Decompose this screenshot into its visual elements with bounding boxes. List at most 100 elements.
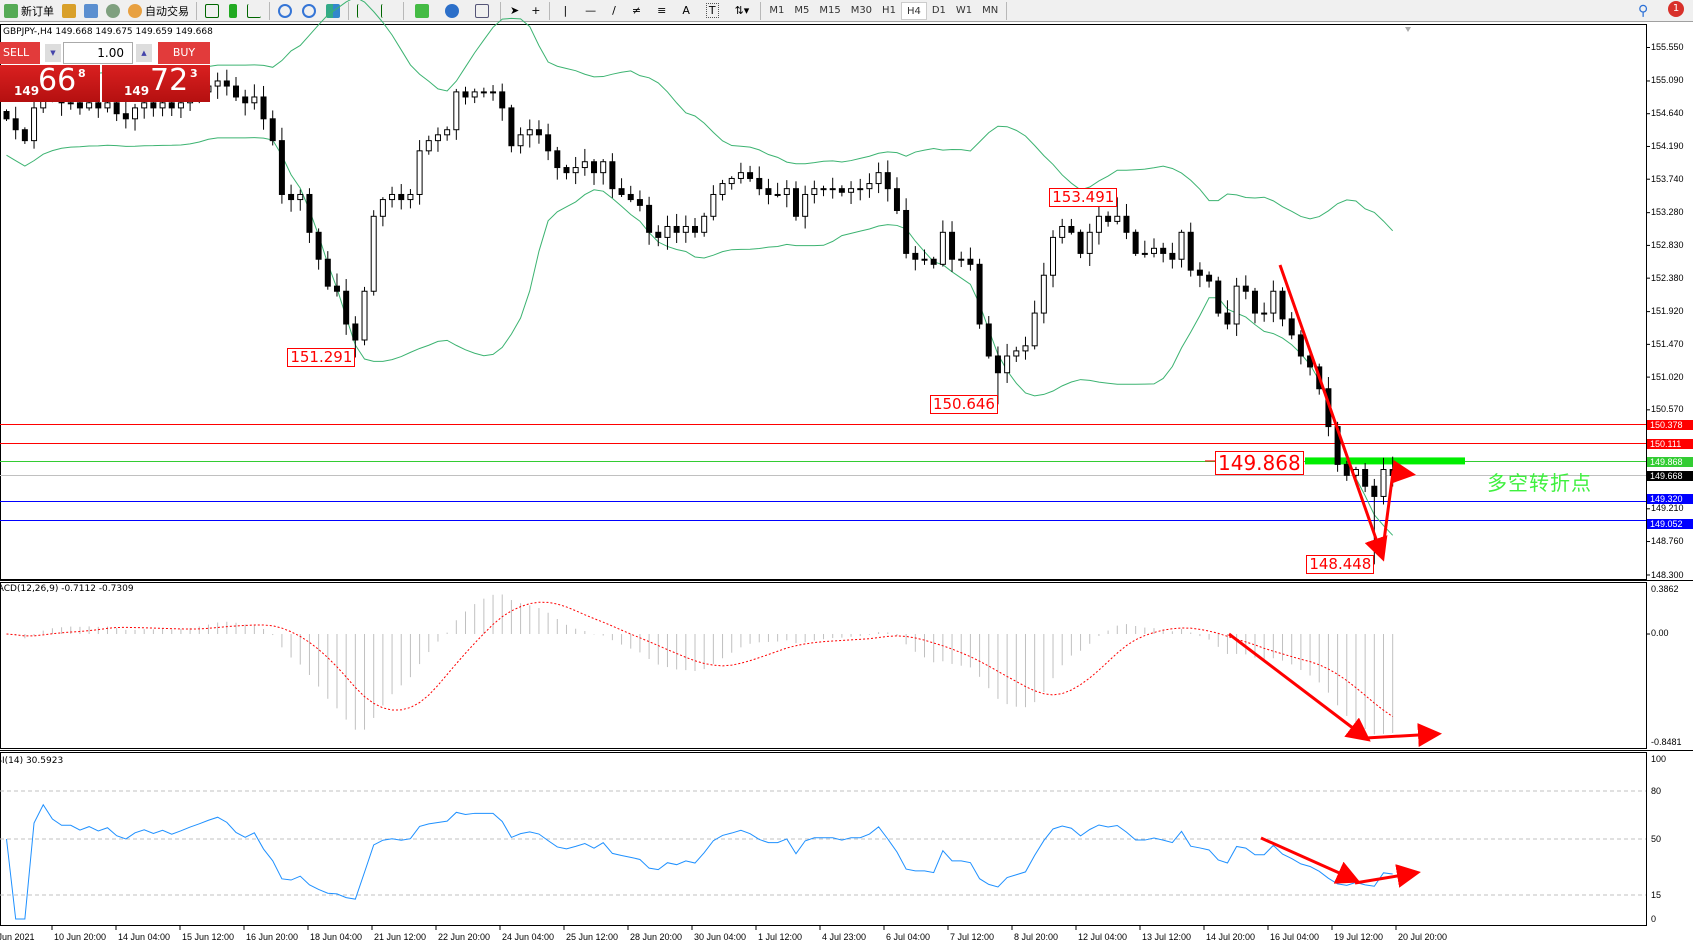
cursor-icon[interactable]: ➤ (510, 4, 520, 17)
history-icon[interactable] (84, 3, 98, 18)
candle-body (866, 183, 873, 190)
fibonacci-icon[interactable]: ≡ (657, 4, 667, 17)
price-tick-label: 154.640 (1651, 108, 1684, 119)
timeframe-h4[interactable]: H4 (900, 1, 927, 20)
big-level-label: 149.868 (1215, 451, 1304, 475)
candlestick-icon[interactable] (229, 3, 237, 18)
candle-body (884, 172, 891, 190)
candle-body (976, 263, 983, 325)
candle-body (545, 134, 552, 152)
arrows-icon[interactable]: ⇅▾ (734, 4, 750, 17)
candle-body (563, 167, 570, 174)
macd-down-arrow (1228, 632, 1371, 742)
separator (196, 1, 197, 20)
candle-body (177, 102, 184, 109)
templates-icon[interactable] (475, 3, 489, 18)
indicators-icon[interactable] (415, 3, 429, 18)
timeframe-h1[interactable]: H1 (882, 4, 896, 16)
candle-body (1123, 215, 1130, 233)
candle-body (333, 285, 340, 292)
equidistant-channel-icon[interactable]: ≠ (631, 4, 642, 17)
signals-icon[interactable] (106, 3, 120, 18)
main-panel-frame (0, 24, 1647, 580)
price-tick-label: 148.300 (1651, 569, 1684, 580)
candle-body (1141, 252, 1148, 255)
candle-body (1371, 485, 1378, 497)
candle-body (389, 193, 396, 201)
autoscroll-icon[interactable] (381, 3, 395, 18)
time-label: 10 Jun 20:00 (54, 932, 107, 942)
sell-button[interactable]: SELL (0, 42, 40, 64)
candle-body (1160, 247, 1167, 254)
text-label-icon[interactable]: T (705, 3, 719, 18)
search-icon[interactable]: ⚲ (1638, 2, 1649, 19)
rsi-label: RSI(14) 30.5923 (0, 756, 64, 766)
time-label: 22 Jun 20:00 (438, 932, 491, 942)
buy-price[interactable]: 149 72 3 (102, 63, 210, 102)
candle-body (765, 188, 772, 195)
vertical-line-icon[interactable]: | (563, 4, 568, 17)
timeframe-m5[interactable]: M5 (794, 4, 810, 16)
candle-body (86, 102, 93, 109)
candle-body (811, 188, 818, 195)
candle-body (315, 231, 322, 260)
rsi-tick-label: 80 (1651, 785, 1662, 796)
notification-badge[interactable]: 1 (1668, 1, 1684, 17)
main-down-arrow (1278, 264, 1388, 562)
lot-size-input[interactable]: 1.00 (63, 42, 133, 64)
candle-body (104, 102, 111, 109)
macd-min-tick: -0.8481 (1651, 737, 1682, 747)
candle-body (1050, 236, 1057, 276)
time-label: 14 Jul 20:00 (1206, 932, 1256, 942)
time-label: 28 Jun 20:00 (630, 932, 683, 942)
price-tick-label: 152.380 (1651, 272, 1684, 283)
candle-body (1233, 285, 1240, 325)
sell-price[interactable]: 149 66 8 (0, 63, 100, 102)
auto-trading-icon (128, 3, 142, 18)
chart-shift-icon[interactable] (357, 3, 371, 18)
new-order-icon (4, 3, 18, 18)
candle-body (1151, 247, 1157, 254)
zoom-in-icon[interactable] (278, 3, 292, 18)
separator (1006, 1, 1008, 20)
time-label: 20 Jul 20:00 (1398, 932, 1448, 942)
reversal-point-note: 多空转折点 (1487, 471, 1592, 495)
trendline-icon[interactable]: / (612, 4, 616, 17)
timeframe-w1[interactable]: W1 (955, 4, 973, 16)
candle-body (141, 102, 148, 109)
time-label: 24 Jun 04:00 (502, 932, 555, 942)
rsi-down-arrow (1260, 836, 1361, 884)
horizontal-line-icon[interactable]: — (585, 4, 597, 17)
bar-chart-icon[interactable] (205, 3, 219, 18)
metaeditor-icon[interactable] (62, 3, 76, 18)
timeframe-m1[interactable]: M1 (769, 4, 785, 16)
candle-body (710, 193, 717, 217)
candle-body (728, 177, 735, 185)
extreme-price-label: 150.646 (929, 395, 998, 415)
crosshair-icon[interactable]: + (531, 4, 541, 17)
timeframe-m30[interactable]: M30 (850, 4, 873, 16)
text-icon[interactable]: A (682, 4, 690, 17)
zoom-out-icon[interactable] (302, 3, 316, 18)
candle-body (912, 252, 919, 260)
periods-icon[interactable] (445, 3, 459, 18)
lot-decrease-button[interactable]: ▼ (45, 44, 61, 62)
timeframe-d1[interactable]: D1 (931, 4, 946, 16)
lot-increase-button[interactable]: ▲ (136, 44, 152, 62)
line-chart-icon[interactable] (247, 3, 261, 18)
candle-body (682, 225, 689, 233)
new-order-button[interactable]: 新订单 (0, 1, 58, 21)
toolbar: 新订单 自动交易 ➤ + | — / ≠ ≡ A T ⇅▾ M1 M5 M15 M30… (0, 0, 1693, 22)
buy-button[interactable]: BUY (158, 42, 210, 64)
price-tick-label: 151.470 (1651, 338, 1684, 349)
timeframe-mn[interactable]: MN (982, 4, 999, 16)
candle-body (242, 96, 249, 104)
candle-body (1031, 312, 1038, 347)
candle-body (517, 134, 524, 147)
candle-body (12, 118, 19, 131)
candle-body (251, 96, 258, 104)
auto-trading-button[interactable]: 自动交易 (124, 1, 193, 21)
timeframe-m15[interactable]: M15 (819, 4, 841, 16)
price-tick-label: 154.190 (1651, 140, 1684, 151)
